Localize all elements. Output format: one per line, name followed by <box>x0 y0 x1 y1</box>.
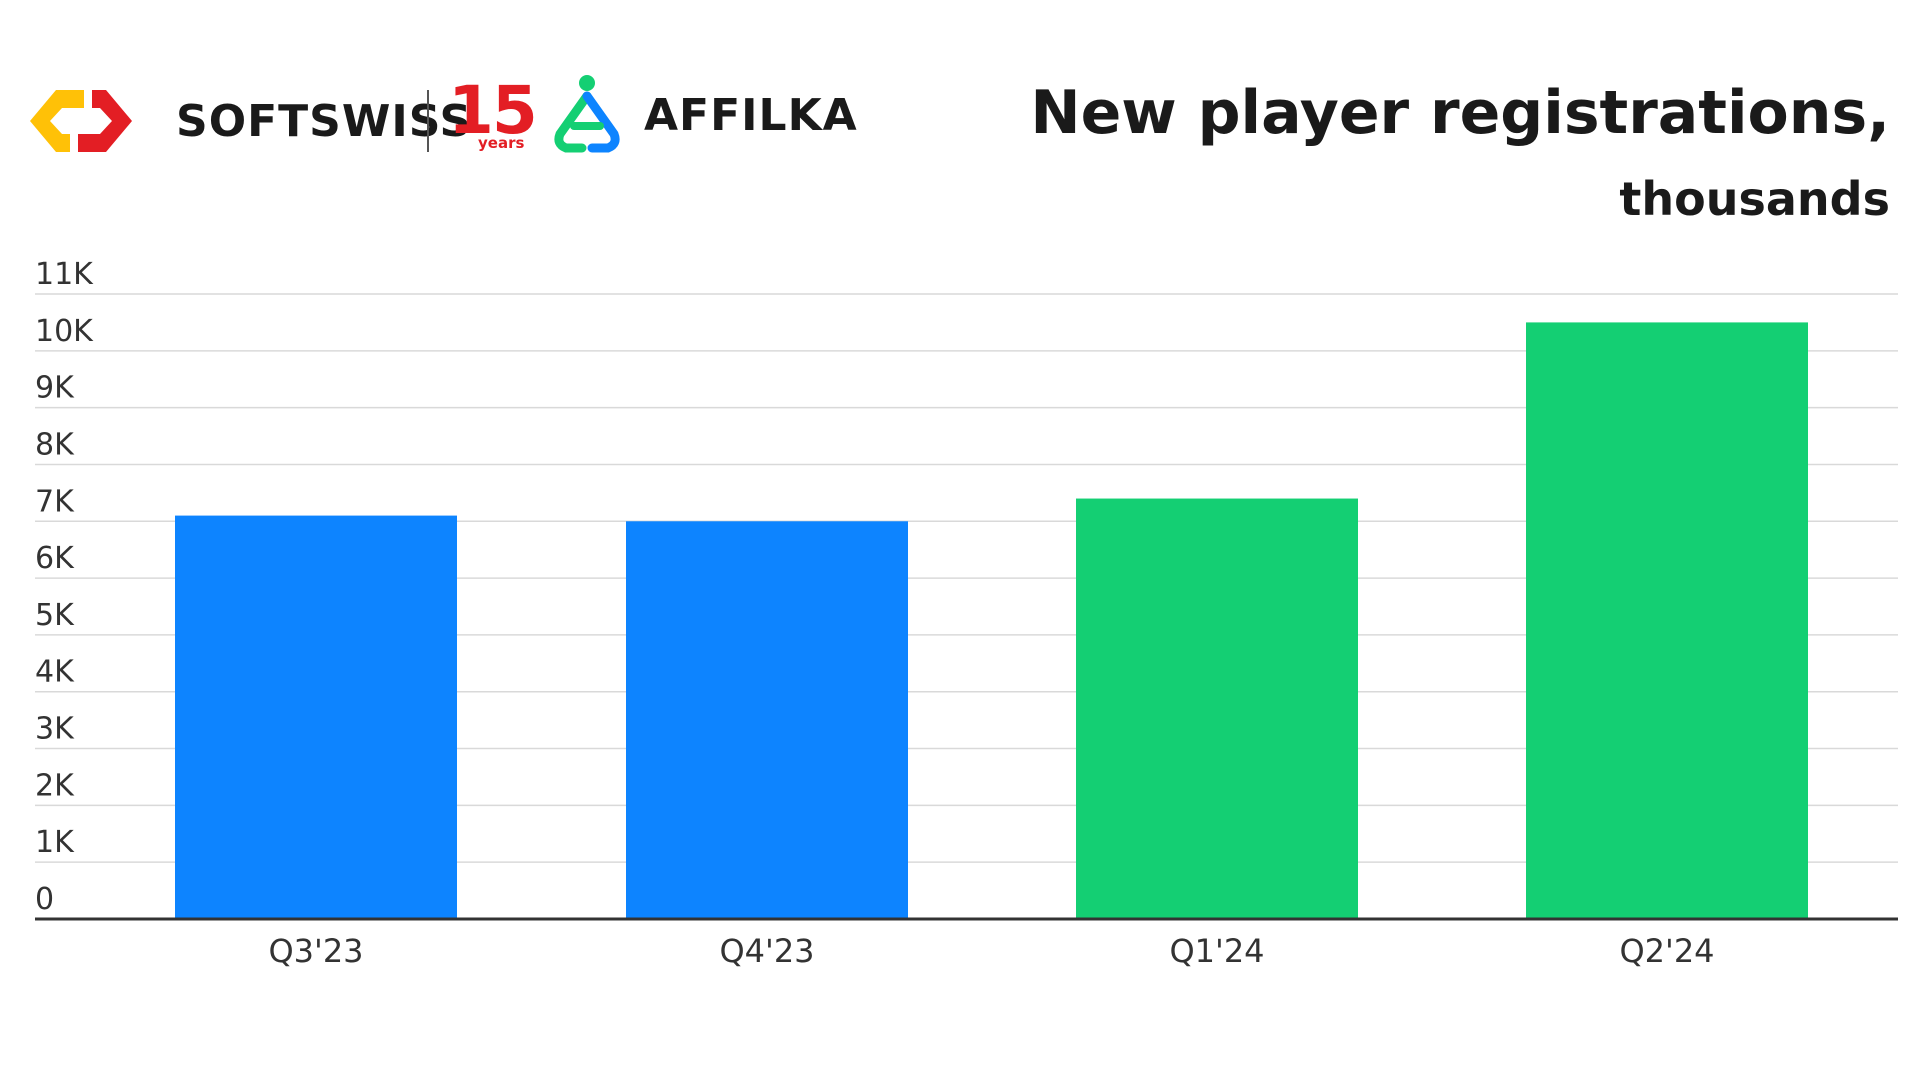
anniversary-text: years <box>478 134 525 152</box>
x-category-label: Q3'23 <box>268 932 363 970</box>
softswiss-brand: SOFTSWISS <box>26 86 472 156</box>
bar <box>175 515 457 919</box>
y-tick-label: 8K <box>35 427 75 462</box>
bar <box>1076 498 1358 919</box>
y-tick-label: 7K <box>35 484 75 519</box>
softswiss-logo-icon <box>30 90 132 152</box>
chart-title: New player registrations, <box>1030 78 1890 148</box>
x-category-label: Q4'23 <box>719 932 814 970</box>
brand-divider <box>427 90 429 152</box>
y-tick-label: 5K <box>35 598 75 633</box>
y-tick-label: 11K <box>35 257 94 292</box>
affilka-logo-icon <box>554 75 620 153</box>
affilka-brand: AFFILKA <box>552 74 858 156</box>
header: SOFTSWISS 15 years AFFILKA New player re… <box>0 0 1920 240</box>
y-tick-label: 10K <box>35 314 94 349</box>
softswiss-name: SOFTSWISS <box>176 95 473 147</box>
anniversary-badge: 15 years <box>448 78 538 156</box>
y-tick-label: 4K <box>35 655 75 690</box>
y-tick-label: 3K <box>35 712 75 747</box>
anniversary-number: 15 <box>448 72 538 149</box>
y-tick-label: 2K <box>35 768 75 803</box>
bar <box>1526 322 1808 920</box>
affilka-name: AFFILKA <box>644 89 858 141</box>
y-tick-label: 0 <box>35 882 54 917</box>
x-category-label: Q1'24 <box>1169 932 1264 970</box>
y-tick-label: 9K <box>35 371 75 406</box>
y-tick-label: 6K <box>35 541 75 576</box>
bar <box>626 521 908 919</box>
chart-subtitle: thousands <box>1619 172 1890 226</box>
y-tick-label: 1K <box>35 825 75 860</box>
x-category-label: Q2'24 <box>1619 932 1714 970</box>
